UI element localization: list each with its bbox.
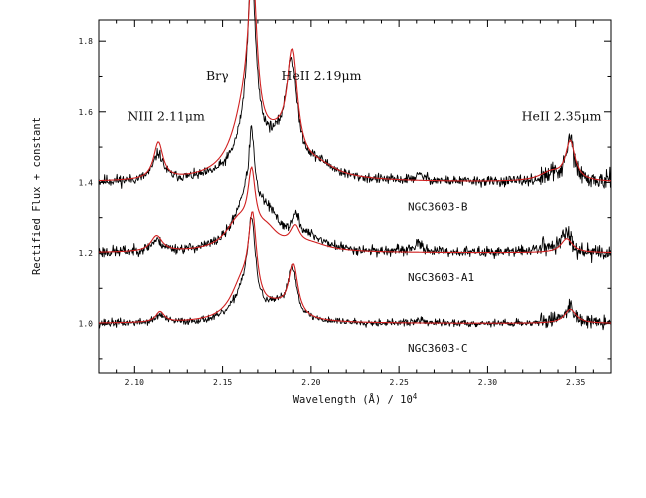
annotation-niii: NIII 2.11μm <box>127 109 205 124</box>
annotation-brackett-gamma: Brγ <box>206 68 229 83</box>
y-tick-label: 1.6 <box>79 108 94 117</box>
y-tick-label: 1.0 <box>79 320 94 329</box>
spectrum-line-ngc3603-a1-observed <box>98 125 612 264</box>
x-tick-label: 2.10 <box>125 378 144 387</box>
spectrum-line-ngc3603-b-observed <box>98 0 612 189</box>
y-tick-label: 1.4 <box>79 178 94 187</box>
spectrum-line-ngc3603-a1-model <box>98 166 612 254</box>
x-tick-label: 2.15 <box>213 378 232 387</box>
series-label-ngc3603-a1: NGC3603-A1 <box>408 271 474 284</box>
series-label-ngc3603-b: NGC3603-B <box>408 201 468 214</box>
axis-ticks <box>98 20 612 373</box>
y-axis-title: Rectified Flux + constant <box>31 117 43 275</box>
y-tick-label: 1.8 <box>79 37 94 46</box>
spectrum-line-ngc3603-b-model <box>98 0 612 182</box>
spectrum-line-ngc3603-c-model <box>98 211 612 324</box>
series-layer <box>98 0 612 331</box>
annotation-heii-235: HeII 2.35μm <box>522 109 602 124</box>
x-tick-label: 2.20 <box>301 378 320 387</box>
x-tick-label: 2.35 <box>566 378 585 387</box>
x-axis-title-superscript: 4 <box>413 392 418 401</box>
x-axis-title-main: Wavelength (Å) / 10 <box>293 393 413 406</box>
series-label-ngc3603-c: NGC3603-C <box>408 342 468 355</box>
annotation-heii-219: HeII 2.19μm <box>281 68 361 83</box>
x-tick-label: 2.25 <box>390 378 409 387</box>
spectrum-line-ngc3603-c-observed <box>98 216 612 331</box>
x-tick-label: 2.30 <box>478 378 497 387</box>
y-tick-label: 1.2 <box>79 249 94 258</box>
axis-tick-labels: 2.10 2.15 2.20 2.25 2.30 2.35 1.0 1.2 1.4 1.6 1.8 <box>79 37 586 387</box>
plot-frame <box>98 19 612 374</box>
x-axis-title: Wavelength (Å) / 104 <box>293 392 418 406</box>
